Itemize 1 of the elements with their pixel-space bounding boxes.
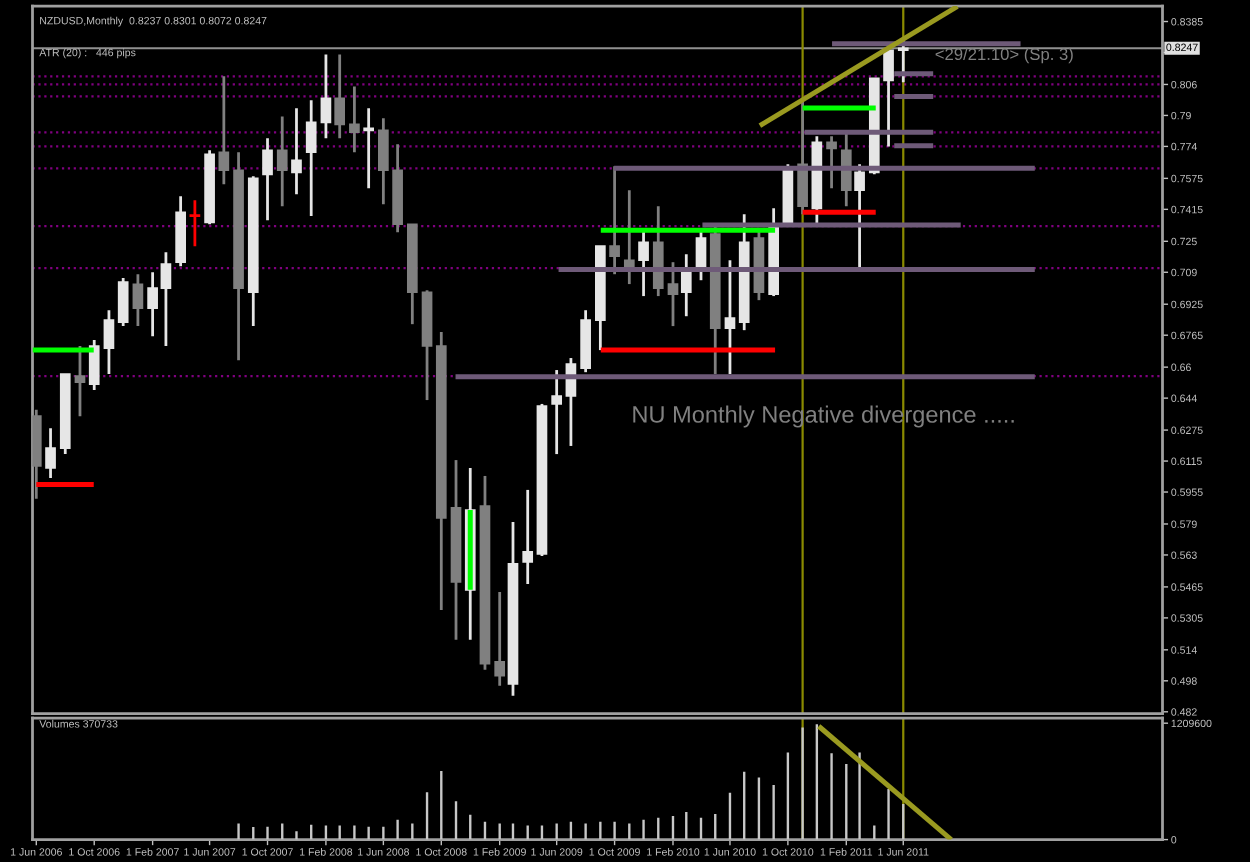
annotation: <29/21.10> (Sp. 3) (935, 47, 1073, 64)
